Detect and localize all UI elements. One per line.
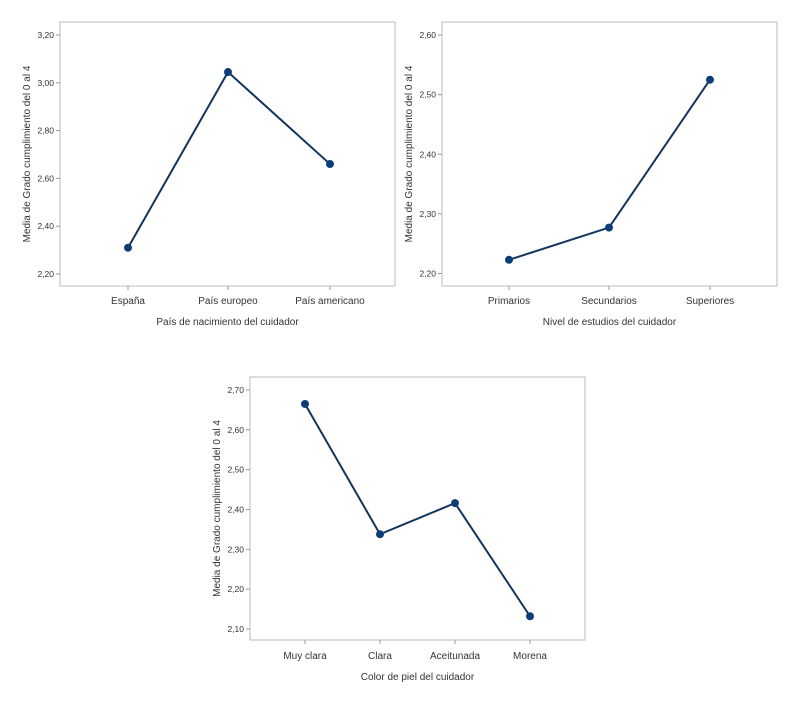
x-tick-label: Primarios (488, 296, 530, 307)
y-tick-label: 2,20 (227, 584, 244, 594)
x-tick-label: Secundarios (581, 296, 637, 307)
y-axis-label: Media de Grado cumplimiento del 0 al 4 (22, 65, 33, 242)
y-tick-label: 2,70 (227, 385, 244, 395)
data-point (376, 530, 384, 539)
y-tick-label: 3,00 (37, 78, 54, 88)
x-tick-label: Superiores (686, 296, 734, 307)
y-tick-label: 2,30 (227, 544, 244, 554)
y-tick-label: 3,20 (37, 30, 54, 40)
series-line (127, 70, 331, 249)
data-point (526, 612, 534, 621)
y-tick-label: 2,40 (419, 149, 436, 159)
plot-frame (249, 376, 586, 641)
data-point (605, 223, 613, 232)
y-tick-label: 2,50 (419, 90, 436, 100)
data-point (224, 68, 232, 77)
y-axis-label: Media de Grado cumplimiento del 0 al 4 (212, 420, 223, 597)
x-tick-label: España (111, 296, 145, 307)
plot-frame (59, 21, 396, 287)
chart-color-piel: 2,10 2,20 2,30 2,40 2,50 2,60 2,70 Muy clara Cla… (212, 376, 586, 683)
data-point (301, 399, 309, 408)
data-point (124, 243, 132, 252)
y-tick-label: 2,20 (37, 269, 54, 279)
y-tick-label: 2,20 (419, 269, 436, 279)
y-tick-label: 2,40 (37, 221, 54, 231)
x-tick-label: Muy clara (283, 651, 327, 662)
data-point (706, 75, 714, 84)
x-axis-label: Nivel de estudios del cuidador (543, 317, 677, 328)
x-tick-label: Aceitunada (430, 651, 480, 662)
y-tick-label: 2,10 (227, 624, 244, 634)
chart-pais-nacimiento: 2,20 2,40 2,60 2,80 3,00 3,20 España País europ… (22, 21, 396, 328)
data-point (326, 160, 334, 169)
data-point (451, 499, 459, 508)
y-axis-label: Media de Grado cumplimiento del 0 al 4 (404, 65, 415, 242)
y-tick-label: 2,30 (419, 209, 436, 219)
y-tick-label: 2,60 (227, 425, 244, 435)
x-tick-label: País europeo (198, 296, 258, 307)
y-tick-label: 2,40 (227, 505, 244, 515)
chart-nivel-estudios: 2,20 2,30 2,40 2,50 2,60 Primarios Secundarios… (404, 21, 778, 328)
y-tick-label: 2,60 (37, 173, 54, 183)
plot-frame (441, 21, 778, 287)
data-point (505, 255, 513, 264)
y-tick-label: 2,60 (419, 30, 436, 40)
x-tick-label: Clara (368, 651, 392, 662)
series-line (304, 403, 531, 617)
y-tick-label: 2,50 (227, 465, 244, 475)
x-axis-label: País de nacimiento del cuidador (156, 317, 299, 328)
x-tick-label: País americano (295, 296, 365, 307)
y-tick-label: 2,80 (37, 126, 54, 136)
x-axis-label: Color de piel del cuidador (361, 672, 475, 683)
series-line (508, 79, 711, 261)
x-tick-label: Morena (513, 651, 547, 662)
